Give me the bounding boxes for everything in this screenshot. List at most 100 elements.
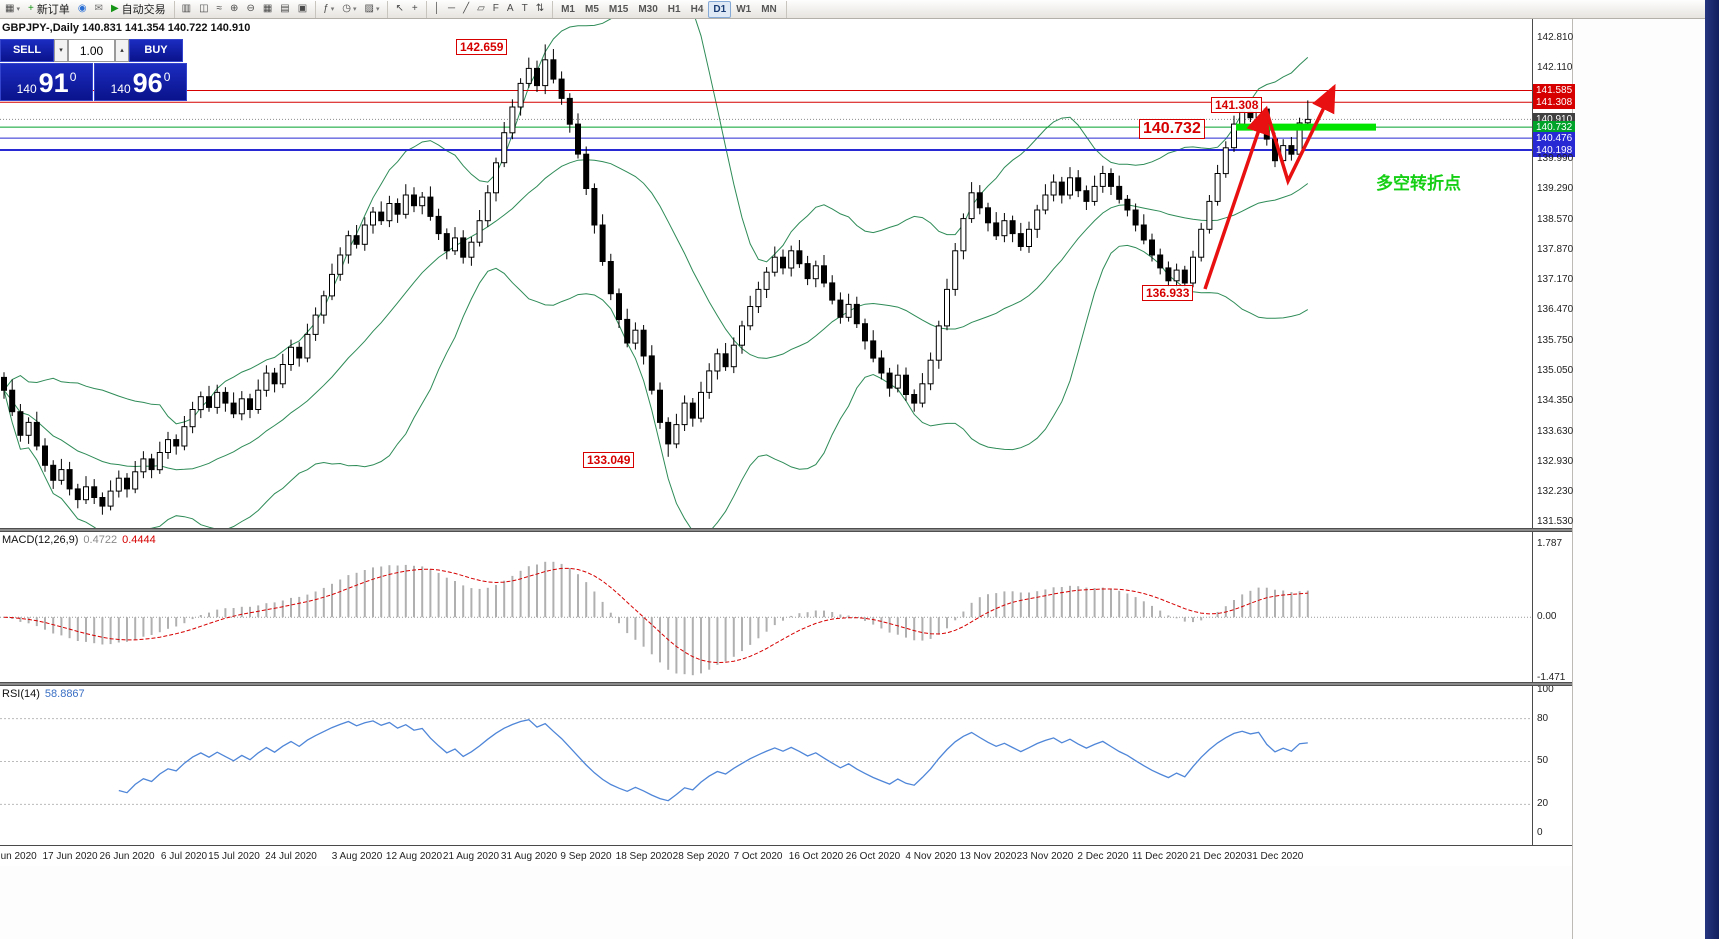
zoom-out-icon[interactable]: ⊖ — [242, 1, 258, 18]
channel-icon[interactable]: ▱ — [473, 1, 489, 18]
label-icon[interactable]: T — [518, 1, 532, 18]
candle — [181, 426, 188, 447]
cursor-icon[interactable]: ↖ — [391, 1, 407, 18]
rsi-panel[interactable]: RSI(14) 58.8867 — [0, 686, 1532, 845]
candle — [165, 439, 171, 454]
timeframe-m30[interactable]: M30 — [638, 3, 658, 15]
candle — [33, 421, 40, 447]
fibonacci-icon[interactable]: F — [489, 1, 503, 18]
volume-input[interactable] — [68, 39, 115, 62]
vertical-line-icon[interactable]: │ — [430, 1, 444, 18]
zoom-out-icon: ⊖ — [246, 3, 255, 14]
main-chart[interactable]: GBPJPY-,Daily 140.831 141.354 140.722 14… — [0, 19, 1532, 528]
crosshair-icon[interactable]: + — [408, 1, 422, 18]
candle — [845, 303, 852, 318]
auto-arrange-icon[interactable]: ▤ — [276, 1, 293, 18]
date-axis-label: 23 Nov 2020 — [1016, 851, 1074, 862]
price-axis-label: 140.476 — [1533, 132, 1576, 145]
sell-button[interactable]: SELL — [0, 39, 54, 62]
price-chart-canvas[interactable] — [0, 19, 1532, 528]
candlestick-chart-icon[interactable]: ◫ — [195, 1, 212, 18]
candle — [1050, 181, 1057, 196]
candle — [771, 256, 778, 273]
trendline-icon[interactable]: ╱ — [459, 1, 473, 18]
chart-note-text[interactable]: 多空转折点 — [1376, 174, 1461, 193]
price-annotation[interactable]: 136.933 — [1142, 285, 1194, 301]
signals-icon[interactable]: ◉ — [74, 1, 91, 18]
panel-splitter[interactable] — [0, 682, 1572, 686]
bar-chart-icon[interactable]: ▥ — [178, 1, 195, 18]
candle — [1190, 256, 1196, 284]
vertical-scrollbar[interactable] — [1705, 0, 1719, 939]
price-axis-label: 132.230 — [1537, 486, 1574, 497]
timeframe-h1[interactable]: H1 — [667, 3, 681, 15]
timeframe-mn[interactable]: MN — [761, 3, 777, 15]
periods-icon[interactable]: ◷ ▾ — [338, 1, 360, 18]
candle — [1099, 173, 1106, 187]
zoom-in-icon: ⊕ — [230, 3, 239, 14]
new-order-button-label: 新订单 — [36, 4, 70, 16]
sell-price-button[interactable]: 140 91 0 — [0, 63, 93, 101]
line-chart-icon[interactable]: ≈ — [213, 1, 227, 18]
volume-decrease-button[interactable]: ▾ — [54, 39, 68, 62]
grid-icon[interactable]: ▣ — [294, 1, 311, 18]
candle — [468, 241, 475, 258]
candle — [427, 196, 434, 217]
chart-window-icon[interactable]: ▦ ▾ — [1, 1, 24, 18]
timeframe-m15[interactable]: M15 — [608, 3, 629, 15]
price-axis[interactable]: 142.810 142.110 141.585 141.308 140.910 140.7… — [1532, 19, 1576, 845]
trend-arrow[interactable] — [1264, 83, 1336, 186]
crosshair-icon: + — [411, 3, 418, 14]
candle — [1116, 185, 1123, 200]
price-annotation[interactable]: 142.659 — [456, 39, 508, 55]
timeframe-w1[interactable]: W1 — [736, 3, 752, 15]
timeframe-m1[interactable]: M1 — [561, 3, 575, 15]
buy-button[interactable]: BUY — [129, 39, 183, 62]
buy-price-button[interactable]: 140 96 0 — [94, 63, 187, 101]
trendline-icon: ╱ — [463, 3, 470, 14]
candle — [296, 346, 303, 359]
timeframe-h4[interactable]: H4 — [690, 3, 704, 15]
candle — [238, 398, 245, 415]
candle — [599, 224, 606, 262]
text-icon[interactable]: A — [503, 1, 518, 18]
new-order-button[interactable]: + 新订单 — [24, 1, 74, 18]
timeframe-m5[interactable]: M5 — [584, 3, 599, 15]
timeframe-d1[interactable]: D1 — [708, 0, 732, 18]
horizontal-line-icon[interactable]: ─ — [444, 1, 459, 18]
toolbar: ▦ ▾ + 新订单 ◉ ✉ ▶ 自动交易 ▥ ◫ ≈ ⊕ ⊖ ▦ ▤ ▣ ƒ ▾ ◷ ▾ ▨ ▾ ↖ + │ ─ ╱ ▱ F A T ⇅ M1 M… — [0, 0, 1719, 19]
date-axis-label: 9 Sep 2020 — [560, 851, 612, 862]
fibonacci-icon: F — [492, 3, 499, 14]
macd-panel[interactable]: MACD(12,26,9) 0.4722 0.4444 — [0, 532, 1532, 682]
autotrading-button[interactable]: ▶ 自动交易 — [107, 1, 170, 18]
zoom-in-icon[interactable]: ⊕ — [226, 1, 242, 18]
volume-increase-button[interactable]: ▴ — [115, 39, 129, 62]
candle — [1075, 177, 1082, 192]
price-annotation[interactable]: 133.049 — [583, 452, 635, 468]
candle — [829, 282, 836, 301]
candle — [935, 325, 942, 361]
bottom-area — [0, 866, 1572, 939]
price-annotation[interactable]: 141.308 — [1211, 97, 1263, 113]
market-mail-icon[interactable]: ✉ — [91, 1, 107, 18]
candle — [402, 194, 409, 215]
indicators-list-icon[interactable]: ƒ ▾ — [319, 1, 338, 18]
candle — [1231, 123, 1237, 149]
templates-icon: ▨ — [364, 3, 374, 14]
price-annotation[interactable]: 140.732 — [1139, 119, 1205, 139]
tile-windows-icon[interactable]: ▦ — [259, 1, 276, 18]
tile-windows-icon: ▦ — [262, 3, 273, 14]
arrows-icon[interactable]: ⇅ — [532, 1, 548, 18]
candle — [853, 303, 860, 325]
date-axis-label: 28 Sep 2020 — [672, 851, 730, 862]
sell-price-point: 0 — [69, 70, 77, 84]
candle — [821, 265, 827, 284]
panel-splitter[interactable] — [0, 528, 1572, 532]
label-icon: T — [521, 3, 528, 14]
templates-icon[interactable]: ▨ ▾ — [361, 1, 384, 18]
candle — [788, 250, 795, 269]
price-axis-label: 132.930 — [1537, 456, 1574, 467]
candle — [9, 389, 16, 413]
trend-arrow[interactable] — [1203, 105, 1270, 290]
